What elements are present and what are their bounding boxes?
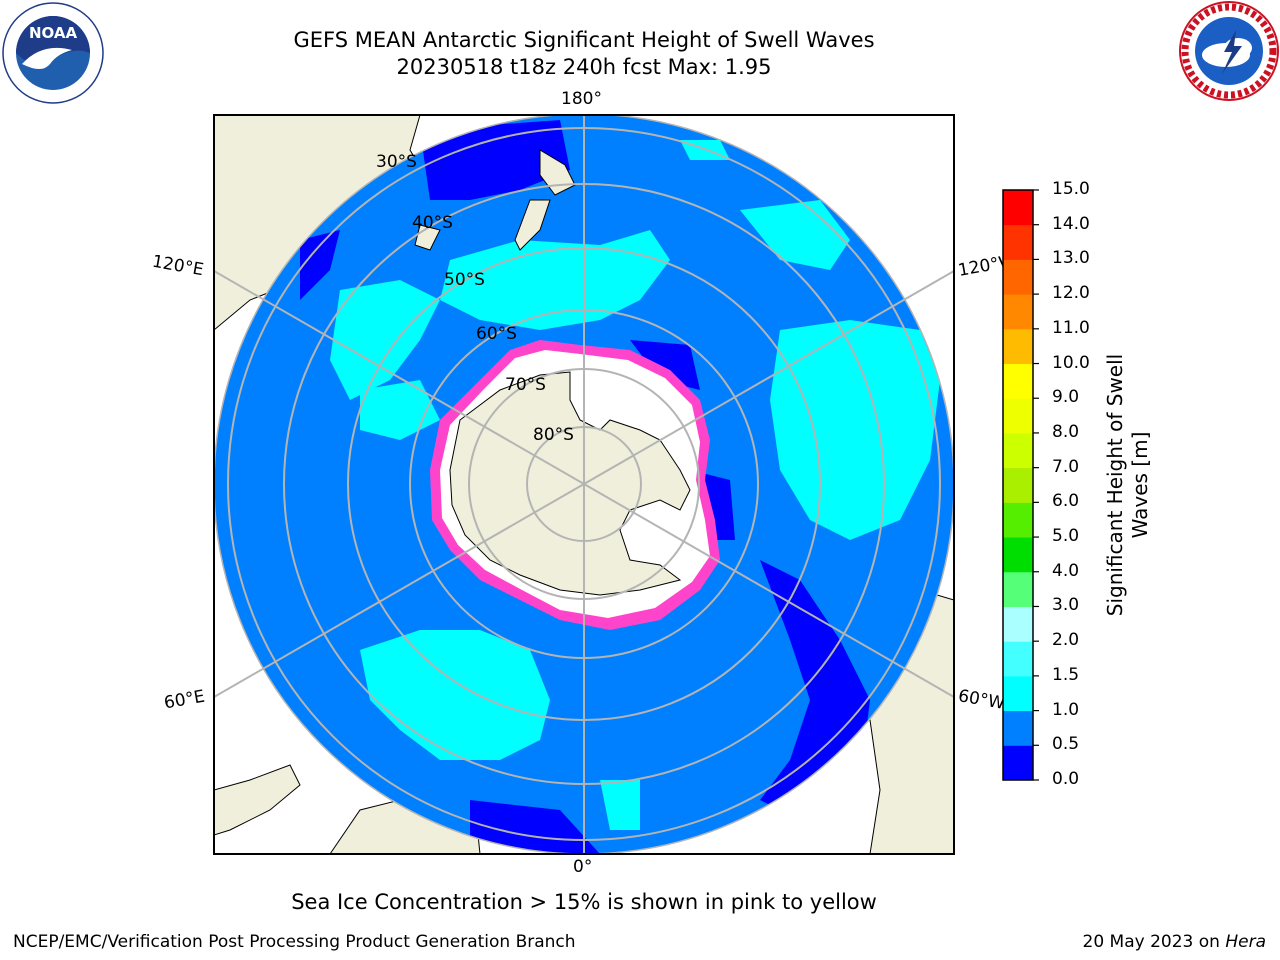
- footer-host: Hera: [1225, 932, 1266, 952]
- colorbar-tick-label: 9.0: [1052, 387, 1080, 408]
- lat-label-70s: 70°S: [505, 375, 546, 395]
- colorbar-swatch: [1003, 467, 1033, 503]
- madagascar-land: [214, 764, 301, 836]
- colorbar-swatch: [1003, 190, 1033, 226]
- colorbar-tick-label: 3.0: [1052, 595, 1080, 616]
- colorbar-tick-label: 13.0: [1052, 248, 1090, 269]
- colorbar-tick-label: 4.0: [1052, 560, 1080, 581]
- svg-text:NOAA: NOAA: [29, 24, 78, 42]
- lon-label-0: 0°: [573, 857, 593, 877]
- colorbar: [1002, 189, 1039, 781]
- footer-date: 20 May 2023 on Hera: [1083, 932, 1267, 952]
- colorbar-tick-label: 12.0: [1052, 283, 1090, 304]
- colorbar-tick-label: 10.0: [1052, 352, 1090, 373]
- colorbar-tick-label: 6.0: [1052, 491, 1080, 512]
- lat-label-50s: 50°S: [444, 270, 485, 290]
- colorbar-frame: [1002, 189, 1034, 781]
- colorbar-swatch: [1003, 537, 1033, 573]
- antarctica-land: [449, 371, 691, 596]
- chart-title: GEFS MEAN Antarctic Significant Height o…: [293, 28, 875, 52]
- sea-ice-caption: Sea Ice Concentration > 15% is shown in …: [291, 890, 877, 914]
- colorbar-swatch: [1003, 745, 1033, 781]
- colorbar-swatch: [1003, 398, 1033, 434]
- colorbar-label: Significant Height of Swell Waves [m]: [1103, 353, 1152, 617]
- colorbar-tick-label: 15.0: [1052, 179, 1090, 199]
- nws-logo: [1178, 0, 1280, 102]
- colorbar-swatch: [1003, 224, 1033, 260]
- colorbar-swatch: [1003, 294, 1033, 330]
- noaa-logo: NOAA: [2, 2, 104, 104]
- lat-label-60s: 60°S: [476, 324, 517, 344]
- colorbar-swatch: [1003, 502, 1033, 538]
- colorbar-tick-label: 7.0: [1052, 456, 1080, 477]
- colorbar-tick-label: 14.0: [1052, 213, 1090, 234]
- footer-date-text: 20 May 2023 on: [1082, 932, 1220, 952]
- colorbar-swatch: [1003, 606, 1033, 642]
- colorbar-swatch: [1003, 432, 1033, 469]
- footer-credit: NCEP/EMC/Verification Post Processing Pr…: [13, 932, 576, 952]
- colorbar-tick-label: 1.0: [1052, 699, 1080, 720]
- colorbar-swatch: [1003, 571, 1033, 607]
- colorbar-swatch: [1003, 259, 1033, 295]
- colorbar-tick-label: 8.0: [1052, 421, 1080, 442]
- new-zealand-land: [514, 149, 576, 251]
- colorbar-tick-label: 2.0: [1052, 630, 1080, 651]
- colorbar-swatch: [1003, 363, 1033, 399]
- lon-label-180: 180°: [561, 89, 602, 109]
- colorbar-swatch: [1003, 710, 1033, 746]
- colorbar-swatch: [1003, 328, 1033, 365]
- lat-label-80s: 80°S: [533, 425, 574, 445]
- lat-label-30s: 30°S: [376, 152, 417, 172]
- lat-label-40s: 40°S: [412, 213, 453, 233]
- colorbar-swatch: [1003, 641, 1033, 677]
- chart-subtitle: 20230518 t18z 240h fcst Max: 1.95: [396, 55, 772, 79]
- colorbar-tick-label: 0.0: [1052, 769, 1080, 789]
- colorbar-tick-label: 5.0: [1052, 526, 1080, 547]
- colorbar-swatch: [1003, 675, 1033, 712]
- colorbar-tick-label: 11.0: [1052, 317, 1090, 338]
- colorbar-tick-label: 1.5: [1052, 664, 1080, 685]
- colorbar-tick-label: 0.5: [1052, 734, 1080, 755]
